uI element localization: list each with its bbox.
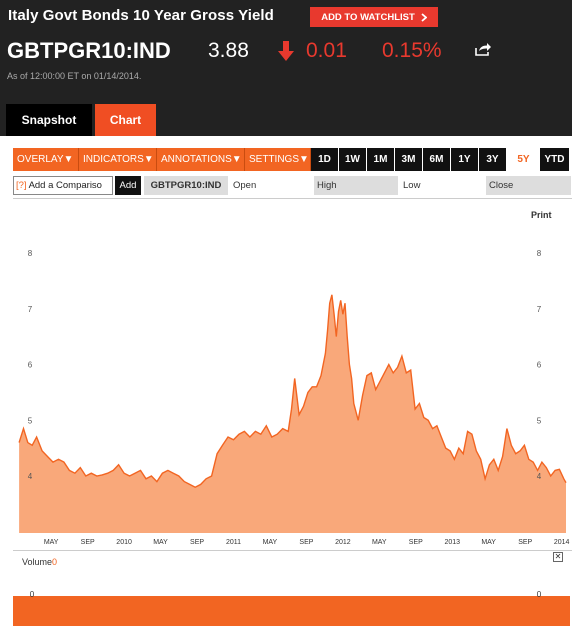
percent-change: 0.15% (382, 39, 442, 62)
symbol-label: GBTPGR10:IND (144, 176, 228, 195)
ticker-symbol: GBTPGR10:IND (7, 38, 171, 63)
down-arrow-icon (278, 41, 294, 61)
annotations-menu[interactable]: ANNOTATIONS ▼ (157, 148, 245, 171)
print-link[interactable]: Print (531, 210, 552, 220)
indicators-menu[interactable]: INDICATORS ▼ (79, 148, 157, 171)
overlay-menu[interactable]: OVERLAY ▼ (13, 148, 79, 171)
overlay-label: OVERLAY (17, 154, 64, 165)
share-icon[interactable] (474, 41, 492, 57)
volume-bars (13, 596, 570, 626)
as-of-timestamp: As of 12:00:00 ET on 01/14/2014. (7, 71, 142, 81)
last-price: 3.88 (208, 39, 249, 62)
settings-label: SETTINGS (249, 154, 300, 165)
chart-frame (13, 198, 572, 543)
chart-toolbar: OVERLAY ▼ INDICATORS ▼ ANNOTATIONS ▼ SETTIN… (13, 148, 570, 171)
low-value: Low (403, 180, 421, 191)
volume-title: Volume (22, 557, 53, 567)
period-3y[interactable]: 3Y (479, 148, 506, 171)
volume-value: 0 (52, 557, 58, 567)
volume-y-tick-left: 0 (30, 590, 35, 599)
add-to-watchlist-button[interactable]: ADD TO WATCHLIST (310, 7, 438, 27)
period-1w[interactable]: 1W (339, 148, 366, 171)
page-title: Italy Govt Bonds 10 Year Gross Yield (8, 7, 274, 24)
tab-snapshot[interactable]: Snapshot (6, 104, 92, 136)
chevron-right-icon (421, 12, 427, 22)
compare-placeholder: Add a Compariso (28, 180, 102, 191)
period-1y[interactable]: 1Y (451, 148, 478, 171)
period-6m[interactable]: 6M (423, 148, 450, 171)
period-1m[interactable]: 1M (367, 148, 394, 171)
period-ytd[interactable]: YTD (540, 148, 569, 171)
annotations-label: ANNOTATIONS (161, 154, 232, 165)
close-volume-icon[interactable]: ✕ (553, 552, 563, 562)
caret-down-icon: ▼ (299, 154, 309, 165)
volume-label: Volume0 (22, 557, 57, 567)
volume-y-tick-right: 0 (537, 590, 542, 599)
settings-menu[interactable]: SETTINGS ▼ (245, 148, 311, 171)
high-value: High (314, 176, 398, 195)
volume-divider (13, 550, 572, 551)
caret-down-icon: ▼ (231, 154, 242, 165)
period-5y[interactable]: 5Y (510, 148, 537, 171)
watchlist-label: ADD TO WATCHLIST (321, 11, 415, 23)
tab-chart[interactable]: Chart (95, 104, 156, 136)
close-value: Close (486, 176, 571, 195)
help-icon[interactable]: [?] (16, 180, 27, 191)
add-compare-button[interactable]: Add (115, 176, 141, 195)
caret-down-icon: ▼ (63, 154, 74, 165)
price-change: 0.01 (306, 39, 347, 62)
volume-background (13, 568, 570, 596)
compare-bar: [?] Add a Compariso Add GBTPGR10:IND Ope… (13, 176, 572, 195)
period-1d[interactable]: 1D (311, 148, 338, 171)
compare-input[interactable]: [?] Add a Compariso (13, 176, 113, 195)
period-3m[interactable]: 3M (395, 148, 422, 171)
open-value: Open (233, 180, 257, 191)
quote-header: Italy Govt Bonds 10 Year Gross Yield ADD… (0, 0, 572, 136)
caret-down-icon: ▼ (143, 154, 154, 165)
indicators-label: INDICATORS (83, 154, 144, 165)
